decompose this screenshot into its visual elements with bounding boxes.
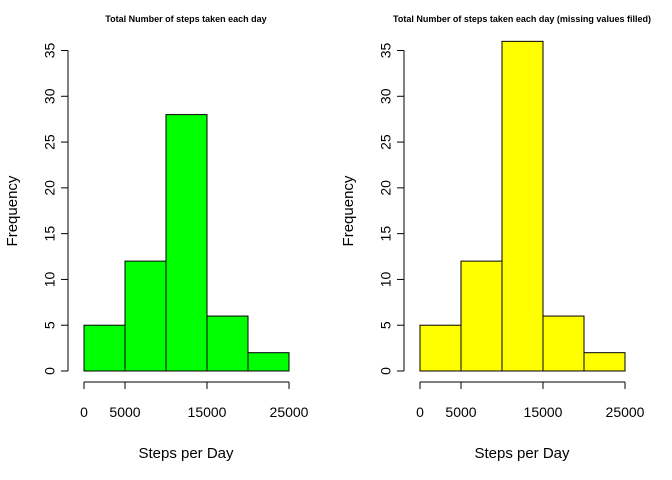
histogram-bar (501, 40, 544, 372)
histogram-bar (583, 352, 626, 372)
histogram-bar (460, 260, 503, 372)
y-axis: 0 5 10 15 20 25 30 35 (378, 43, 405, 375)
y-tick-label: 15 (378, 226, 394, 242)
y-tick-label: 0 (42, 367, 58, 375)
x-tick-label: 5000 (109, 404, 140, 420)
x-tick-label: 15000 (188, 404, 227, 420)
histogram-bar (247, 352, 290, 372)
histogram-panel-filled: Total Number of steps taken each day (mi… (340, 14, 651, 462)
x-axis: 0 5000 15000 25000 (80, 381, 309, 420)
histogram-bar (419, 324, 462, 372)
x-tick-label: 25000 (606, 404, 645, 420)
y-tick-label: 35 (42, 43, 58, 59)
y-tick-label: 30 (42, 88, 58, 104)
y-tick-label: 10 (378, 271, 394, 287)
plot-title: Total Number of steps taken each day (105, 14, 266, 24)
x-tick-label: 0 (80, 404, 88, 420)
y-axis-label: Frequency (4, 175, 21, 246)
histogram-bar (124, 260, 167, 372)
y-tick-label: 35 (378, 43, 394, 59)
histogram-bar (542, 315, 585, 372)
x-tick-label: 5000 (445, 404, 476, 420)
y-tick-label: 5 (378, 321, 394, 329)
x-tick-label: 25000 (270, 404, 309, 420)
y-tick-label: 30 (378, 88, 394, 104)
bars (83, 114, 290, 372)
x-tick-label: 0 (416, 404, 424, 420)
x-axis: 0 5000 15000 25000 (416, 381, 645, 420)
y-tick-label: 25 (42, 134, 58, 150)
plot-title: Total Number of steps taken each day (mi… (393, 14, 651, 24)
y-tick-label: 10 (42, 271, 58, 287)
x-axis-label: Steps per Day (138, 445, 234, 462)
y-axis: 0 5 10 15 20 25 30 35 (42, 43, 69, 375)
bars (419, 40, 626, 372)
y-tick-label: 15 (42, 226, 58, 242)
histogram-bar (83, 324, 126, 372)
x-tick-label: 15000 (524, 404, 563, 420)
x-axis-label: Steps per Day (474, 445, 570, 462)
y-axis-label: Frequency (340, 175, 357, 246)
histogram-bar (165, 114, 208, 372)
histogram-bar (206, 315, 249, 372)
y-tick-label: 0 (378, 367, 394, 375)
histogram-panel-original: Total Number of steps taken each day 0 5 1… (4, 14, 309, 462)
y-tick-label: 20 (42, 180, 58, 196)
y-tick-label: 20 (378, 180, 394, 196)
y-tick-label: 25 (378, 134, 394, 150)
y-tick-label: 5 (42, 321, 58, 329)
